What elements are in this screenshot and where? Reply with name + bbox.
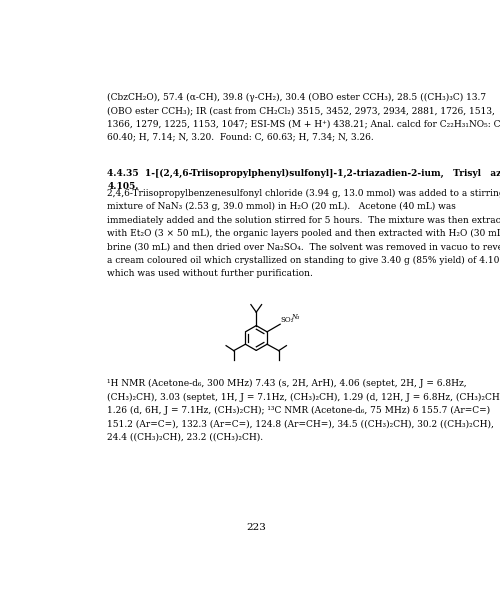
Text: brine (30 mL) and then dried over Na₂SO₄.  The solvent was removed in vacuo to r: brine (30 mL) and then dried over Na₂SO₄… — [108, 242, 500, 252]
Text: 24.4 ((CH₃)₂CH), 23.2 ((CH₃)₂CH).: 24.4 ((CH₃)₂CH), 23.2 ((CH₃)₂CH). — [108, 432, 264, 442]
Text: immediately added and the solution stirred for 5 hours.  The mixture was then ex: immediately added and the solution stirr… — [108, 216, 500, 225]
Text: 151.2 (Ar=C=), 132.3 (Ar=C=), 124.8 (Ar=CH=), 34.5 ((CH₃)₂CH), 30.2 ((CH₃)₂CH),: 151.2 (Ar=C=), 132.3 (Ar=C=), 124.8 (Ar=… — [108, 419, 494, 428]
Text: (CbzCH₂O), 57.4 (α-CH), 39.8 (γ-CH₂), 30.4 (OBO ester CCH₃), 28.5 ((CH₃)₃C) 13.7: (CbzCH₂O), 57.4 (α-CH), 39.8 (γ-CH₂), 30… — [108, 93, 486, 102]
Text: 4.4.35  1-[(2,4,6-Triisopropylphenyl)sulfonyl]-1,2-triazadien-2-ium,   Trisyl   : 4.4.35 1-[(2,4,6-Triisopropylphenyl)sulf… — [108, 169, 500, 178]
Text: 223: 223 — [246, 523, 266, 532]
Text: 1.26 (d, 6H, J = 7.1Hz, (CH₃)₂CH); ¹³C NMR (Acetone-d₆, 75 MHz) δ 155.7 (Ar=C=): 1.26 (d, 6H, J = 7.1Hz, (CH₃)₂CH); ¹³C N… — [108, 406, 490, 415]
Text: with Et₂O (3 × 50 mL), the organic layers pooled and then extracted with H₂O (30: with Et₂O (3 × 50 mL), the organic layer… — [108, 229, 500, 238]
Text: 60.40; H, 7.14; N, 3.20.  Found: C, 60.63; H, 7.34; N, 3.26.: 60.40; H, 7.14; N, 3.20. Found: C, 60.63… — [108, 133, 374, 142]
Text: (OBO ester CCH₃); IR (cast from CH₂Cl₂) 3515, 3452, 2973, 2934, 2881, 1726, 1513: (OBO ester CCH₃); IR (cast from CH₂Cl₂) … — [108, 106, 496, 115]
Text: 2,4,6-Triisopropylbenzenesulfonyl chloride (3.94 g, 13.0 mmol) was added to a st: 2,4,6-Triisopropylbenzenesulfonyl chlori… — [108, 189, 500, 198]
Text: ¹H NMR (Acetone-d₆, 300 MHz) 7.43 (s, 2H, ArH), 4.06 (septet, 2H, J = 6.8Hz,: ¹H NMR (Acetone-d₆, 300 MHz) 7.43 (s, 2H… — [108, 379, 467, 389]
Text: SO₂: SO₂ — [280, 316, 293, 324]
Text: 1366, 1279, 1225, 1153, 1047; ESI-MS (M + H⁺) 438.21; Anal. calcd for C₂₂H₃₁NO₅:: 1366, 1279, 1225, 1153, 1047; ESI-MS (M … — [108, 119, 500, 128]
Text: (CH₃)₂CH), 3.03 (septet, 1H, J = 7.1Hz, (CH₃)₂CH), 1.29 (d, 12H, J = 6.8Hz, (CH₃: (CH₃)₂CH), 3.03 (septet, 1H, J = 7.1Hz, … — [108, 393, 500, 402]
Text: a cream coloured oil which crystallized on standing to give 3.40 g (85% yield) o: a cream coloured oil which crystallized … — [108, 256, 500, 265]
Text: 4.105.: 4.105. — [108, 182, 139, 191]
Text: N₃: N₃ — [291, 312, 299, 320]
Text: mixture of NaN₃ (2.53 g, 39.0 mmol) in H₂O (20 mL).   Acetone (40 mL) was: mixture of NaN₃ (2.53 g, 39.0 mmol) in H… — [108, 202, 457, 211]
Text: which was used without further purification.: which was used without further purificat… — [108, 269, 314, 278]
